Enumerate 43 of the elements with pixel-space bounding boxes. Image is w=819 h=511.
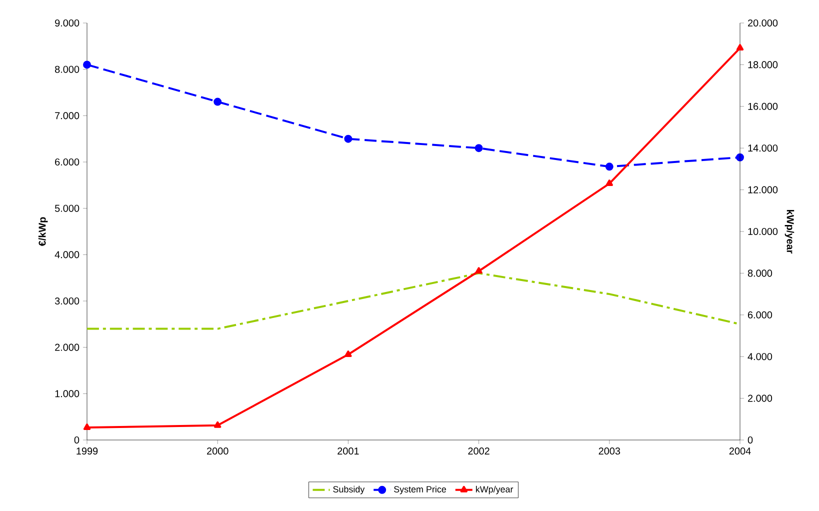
point (83, 60, 91, 69)
x-tick-label: 2002 (468, 448, 490, 455)
y-tick-label: 7.000 (55, 112, 80, 120)
legend-label: Subsidy (333, 486, 365, 494)
x-tick-label: 2003 (598, 448, 620, 455)
y-tick-label: 2.000 (55, 344, 80, 351)
x-tick-label: 2000 (207, 448, 228, 455)
y-axis-title: €/kWp (38, 217, 48, 246)
point (83, 424, 91, 430)
y2-tick-label: 4.000 (748, 353, 772, 360)
y-tick-label: 3.000 (54, 297, 80, 305)
x-tick-label: 2001 (338, 448, 359, 455)
point (605, 162, 614, 171)
point (344, 350, 352, 358)
y-tick-label: 5.000 (54, 204, 80, 212)
point (475, 267, 482, 274)
legend-label: kWp/year (476, 486, 514, 494)
y-tick-label: 1.000 (55, 390, 80, 398)
y-tick-label: 6.000 (55, 158, 80, 166)
x-tick-label: 1999 (76, 448, 98, 455)
y-tick-label: 8.000 (55, 66, 80, 73)
legend-label: System Price (394, 486, 446, 494)
point (344, 134, 352, 143)
point (214, 421, 222, 428)
y2-tick-label: 8.000 (748, 270, 772, 277)
y2-tick-label: 16.000 (748, 102, 778, 110)
point (214, 98, 222, 106)
y2-tick-label: 12.000 (748, 186, 778, 194)
y2-tick-label: 6.000 (748, 311, 772, 318)
x-tick-label: 2004 (729, 448, 751, 455)
y-tick-label: 0 (74, 436, 80, 444)
y2-tick-label: 2.000 (748, 394, 772, 402)
y2-tick-label: 0 (748, 436, 753, 444)
y2-axis-title: kWp/year (784, 210, 794, 254)
y2-tick-label: 20.000 (748, 19, 778, 27)
point (736, 44, 744, 51)
point (474, 144, 483, 152)
y2-tick-label: 10.000 (748, 228, 778, 236)
y-tick-label: 4.000 (54, 251, 80, 258)
point (606, 180, 613, 186)
y2-tick-label: 14.000 (748, 144, 778, 152)
y2-tick-label: 18.000 (748, 61, 778, 68)
y-tick-label: 9.000 (55, 19, 80, 27)
